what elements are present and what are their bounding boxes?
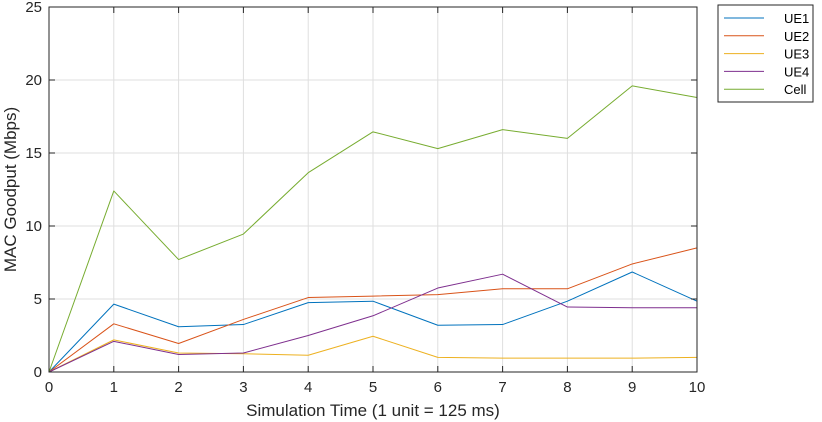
x-tick-label: 2	[174, 379, 182, 396]
y-tick-label: 15	[25, 145, 42, 162]
axis-ticks: 0 1 2 3 4 5 6 7 8 9 10 0 5 10 15 20 25	[25, 0, 705, 396]
grid-lines	[48, 6, 698, 373]
x-tick-label: 5	[369, 379, 377, 396]
y-tick-label: 5	[34, 291, 42, 308]
series-line-ue2	[48, 247, 698, 373]
legend-label-ue4: UE4	[784, 64, 809, 79]
x-tick-label: 4	[304, 379, 312, 396]
series-line-ue4	[48, 273, 697, 373]
x-tick-label: 7	[498, 379, 506, 396]
x-tick-label: 8	[563, 379, 571, 396]
series-line-ue1	[48, 271, 698, 373]
y-tick-label: 20	[25, 72, 42, 89]
y-tick-label: 10	[25, 218, 42, 235]
series-line-ue3	[48, 335, 698, 373]
x-tick-label: 10	[689, 379, 706, 396]
x-tick-label: 3	[239, 379, 247, 396]
x-tick-label: 9	[628, 379, 636, 396]
y-tick-label: 25	[25, 0, 42, 16]
legend-label-ue1: UE1	[784, 11, 809, 26]
legend-label-ue2: UE2	[784, 29, 809, 44]
legend-label-ue3: UE3	[784, 47, 809, 62]
x-tick-label: 6	[434, 379, 442, 396]
y-tick-label: 0	[34, 364, 42, 381]
series-line-cell	[48, 85, 698, 373]
x-tick-label: 0	[45, 379, 53, 396]
legend-label-cell: Cell	[784, 82, 807, 97]
legend: UE1 UE2 UE3 UE4 Cell	[717, 4, 814, 103]
x-axis-label: Simulation Time (1 unit = 125 ms)	[246, 401, 500, 420]
y-axis-label: MAC Goodput (Mbps)	[1, 107, 20, 272]
x-tick-label: 1	[110, 379, 118, 396]
series-lines	[48, 85, 698, 373]
